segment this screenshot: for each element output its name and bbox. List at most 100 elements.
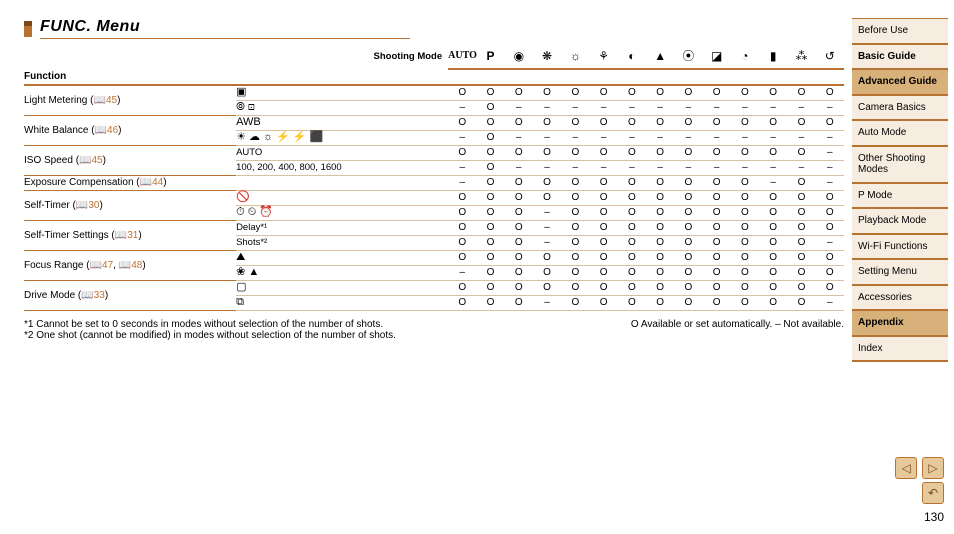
availability-cell: O (505, 175, 533, 190)
availability-cell: O (816, 280, 844, 295)
availability-cell: O (476, 130, 504, 145)
availability-cell: O (703, 115, 731, 130)
availability-cell: O (731, 145, 759, 160)
availability-cell: – (787, 130, 815, 145)
function-name: Exposure Compensation (📖44) (24, 175, 236, 190)
sidebar-item[interactable]: Auto Mode (852, 121, 948, 147)
function-name: ISO Speed (📖45) (24, 145, 236, 175)
availability-cell: O (759, 85, 787, 100)
availability-cell: O (448, 85, 476, 100)
availability-cell: O (703, 220, 731, 235)
availability-cell: O (448, 250, 476, 265)
mode-icon: ⦿ (674, 43, 702, 69)
sidebar-item[interactable]: Setting Menu (852, 260, 948, 286)
availability-cell: – (731, 100, 759, 115)
sidebar-item[interactable]: Wi-Fi Functions (852, 235, 948, 261)
availability-cell: O (646, 265, 674, 280)
sidebar-item[interactable]: Other Shooting Modes (852, 147, 948, 184)
availability-cell: O (505, 265, 533, 280)
prev-page-button[interactable]: ◁ (895, 457, 917, 479)
availability-cell: – (618, 160, 646, 175)
availability-cell: O (674, 265, 702, 280)
availability-cell: O (618, 85, 646, 100)
availability-cell: O (759, 235, 787, 250)
availability-cell: O (674, 175, 702, 190)
availability-cell: O (561, 280, 589, 295)
availability-cell: O (618, 175, 646, 190)
availability-cell: O (618, 265, 646, 280)
return-button[interactable]: ↶ (922, 482, 944, 504)
availability-cell: O (589, 85, 617, 100)
availability-cell: – (816, 295, 844, 310)
availability-cell: O (674, 205, 702, 220)
availability-cell: O (618, 295, 646, 310)
availability-cell: O (816, 220, 844, 235)
mode-icon: ▲ (646, 43, 674, 69)
option-icon: AWB (236, 115, 448, 130)
availability-cell: – (646, 130, 674, 145)
availability-cell: O (589, 145, 617, 160)
sidebar-item[interactable]: P Mode (852, 184, 948, 210)
availability-cell: O (731, 205, 759, 220)
availability-cell: O (561, 175, 589, 190)
availability-cell: O (816, 265, 844, 280)
option-icon: ⦾ ⊡ (236, 100, 448, 115)
availability-cell: O (787, 295, 815, 310)
sidebar-item[interactable]: Before Use (852, 18, 948, 45)
availability-cell: O (646, 85, 674, 100)
availability-cell: O (646, 205, 674, 220)
availability-cell: O (731, 220, 759, 235)
availability-cell: – (787, 160, 815, 175)
availability-cell: O (533, 85, 561, 100)
availability-cell: O (448, 190, 476, 205)
availability-cell: – (561, 160, 589, 175)
availability-cell: O (448, 205, 476, 220)
availability-cell: – (448, 175, 476, 190)
availability-cell: O (505, 295, 533, 310)
sidebar-item[interactable]: Accessories (852, 286, 948, 312)
sidebar-item[interactable]: Camera Basics (852, 96, 948, 122)
availability-cell: O (759, 280, 787, 295)
next-page-button[interactable]: ▷ (922, 457, 944, 479)
availability-cell: – (505, 160, 533, 175)
availability-cell: O (533, 265, 561, 280)
sidebar-item[interactable]: Playback Mode (852, 209, 948, 235)
availability-cell: O (674, 250, 702, 265)
availability-cell: O (476, 145, 504, 160)
availability-cell: O (703, 175, 731, 190)
sidebar-item[interactable]: Appendix (852, 311, 948, 337)
availability-cell: O (816, 205, 844, 220)
availability-cell: O (561, 220, 589, 235)
availability-cell: – (674, 130, 702, 145)
availability-cell: O (787, 115, 815, 130)
availability-cell: O (674, 280, 702, 295)
availability-cell: O (618, 205, 646, 220)
sidebar-item[interactable]: Index (852, 337, 948, 363)
availability-cell: O (618, 235, 646, 250)
availability-cell: O (816, 115, 844, 130)
availability-cell: – (533, 235, 561, 250)
availability-cell: O (476, 235, 504, 250)
availability-cell: – (448, 265, 476, 280)
availability-cell: – (589, 130, 617, 145)
availability-cell: – (561, 130, 589, 145)
availability-cell: O (589, 220, 617, 235)
option-icon: ⏱ ⏲ ⏰ (236, 205, 448, 220)
mode-icon: ⁂ (787, 43, 815, 69)
availability-cell: O (505, 280, 533, 295)
availability-cell: O (731, 265, 759, 280)
availability-cell: O (787, 265, 815, 280)
option-label (236, 175, 448, 190)
availability-cell: O (759, 145, 787, 160)
sidebar-item[interactable]: Basic Guide (852, 45, 948, 71)
sidebar-item[interactable]: Advanced Guide (852, 70, 948, 96)
availability-cell: – (448, 160, 476, 175)
availability-cell: O (561, 295, 589, 310)
mode-icon: ▮ (759, 43, 787, 69)
page-title: FUNC. Menu (40, 18, 410, 39)
option-label: Shots*² (236, 235, 448, 250)
availability-cell: O (561, 85, 589, 100)
availability-cell: O (589, 205, 617, 220)
function-name: Light Metering (📖45) (24, 85, 236, 115)
availability-cell: – (816, 160, 844, 175)
